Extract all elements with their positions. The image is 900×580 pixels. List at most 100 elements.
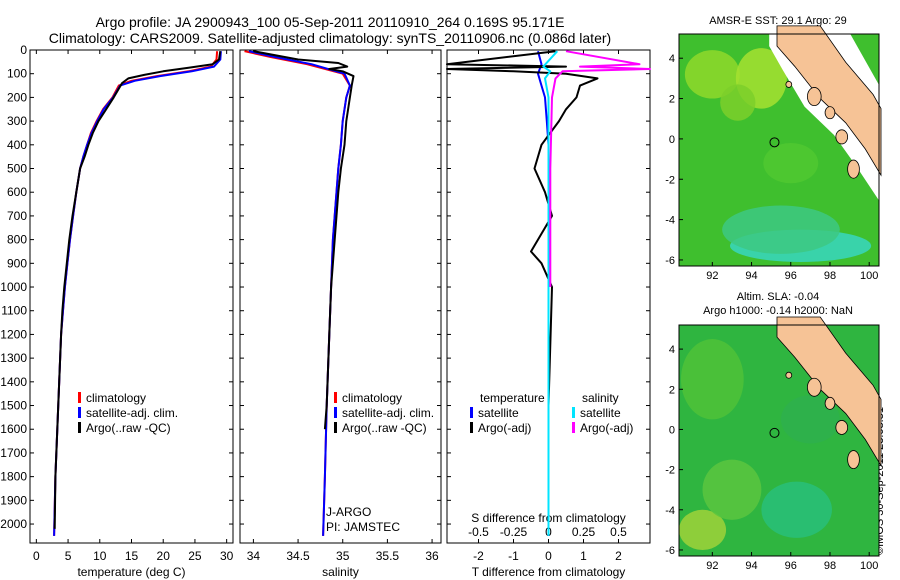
- legend-label: satellite: [580, 406, 621, 420]
- figure-title-line1: Argo profile: JA 2900943_100 05-Sep-2011…: [95, 14, 565, 30]
- legend-item-argo: Argo(..raw -QC): [78, 421, 178, 436]
- legend-item-satellite: satellite-adj. clim.: [78, 406, 178, 421]
- sla-field-patch: [761, 481, 832, 538]
- legend-label: satellite-adj. clim.: [342, 406, 435, 420]
- x-tick-label: -1: [508, 549, 519, 563]
- y-tick-label: 1200: [0, 327, 27, 341]
- y-tick-label: 200: [7, 90, 27, 104]
- legend-item-satellite: satellite: [572, 406, 633, 421]
- y-tick-label: 1400: [0, 375, 27, 389]
- y-tick-label: 1700: [0, 446, 27, 460]
- x-axis-label: temperature (deg C): [77, 565, 185, 579]
- y-tick-label: 800: [7, 233, 27, 247]
- island: [824, 106, 836, 120]
- legend-label: climatology: [342, 391, 403, 405]
- legend-item-satellite: satellite-adj. clim.: [334, 406, 434, 421]
- y-tick-label: 500: [7, 162, 27, 176]
- legend-swatch: [78, 392, 81, 403]
- y-tick-label: 900: [7, 256, 27, 270]
- map-x-tick-label: 96: [785, 270, 797, 282]
- sst-field-patch: [722, 205, 840, 254]
- legend-swatch: [78, 407, 81, 418]
- y-tick-label: 1600: [0, 422, 27, 436]
- argo-position-marker: [769, 427, 780, 438]
- legend-item-argo: Argo(-adj): [572, 421, 633, 436]
- sst-map-title: AMSR-E SST: 29.1 Argo: 29: [709, 15, 847, 27]
- legend-item-climatology: climatology: [334, 391, 434, 406]
- sla-map-title-line1: Altim. SLA: -0.04: [736, 291, 820, 303]
- legend-label: climatology: [86, 391, 147, 405]
- legend-swatch: [334, 422, 337, 433]
- series-line-climatology: [244, 50, 351, 536]
- x2-tick-label: -0.5: [468, 525, 489, 539]
- map-y-tick-label: -4: [665, 215, 675, 227]
- sla-field-patch: [679, 509, 727, 550]
- series-line-temperature-satellite: [537, 50, 550, 536]
- map-x-tick-label: 98: [824, 270, 836, 282]
- legend-label: Argo(..raw -QC): [86, 421, 171, 435]
- sla-field-patch: [702, 459, 762, 520]
- y-tick-label: 0: [20, 43, 27, 57]
- x-tick-label: 15: [125, 549, 139, 563]
- map-y-tick-label: 4: [669, 53, 675, 65]
- legend-item-climatology: climatology: [78, 391, 178, 406]
- sumatra-landmass: [776, 25, 882, 177]
- x-tick-label: 36: [425, 549, 439, 563]
- x-tick-label: 34: [247, 549, 261, 563]
- y-tick-label: 1000: [0, 280, 27, 294]
- salinity-legend: climatology satellite-adj. clim. Argo(..…: [334, 391, 434, 436]
- series-line-argo-raw-qc: [253, 50, 355, 430]
- map-y-tick-label: 2: [669, 94, 675, 106]
- x-tick-label: -2: [473, 549, 484, 563]
- series-line-argo-raw-qc: [53, 51, 222, 529]
- x2-tick-label: 0.25: [572, 525, 596, 539]
- series-line-satellite-adj-clim: [248, 50, 351, 536]
- x-tick-label: 34.5: [286, 549, 310, 563]
- y-tick-label: 100: [7, 67, 27, 81]
- map-x-tick-label: 94: [745, 560, 757, 572]
- y-tick-label: 1100: [1, 304, 27, 318]
- map-y-tick-label: 2: [669, 384, 675, 396]
- x2-tick-label: -0.25: [500, 525, 528, 539]
- map-x-tick-label: 92: [706, 270, 718, 282]
- annotation-jargo: J-ARGO: [326, 505, 371, 519]
- island: [807, 377, 822, 397]
- legend-swatch: [470, 422, 473, 433]
- legend-label: satellite: [478, 406, 519, 420]
- sla-field-patch: [680, 339, 744, 420]
- legend-item-argo: Argo(..raw -QC): [334, 421, 434, 436]
- plot-frame: [29, 49, 234, 544]
- sumatra-landmass: [776, 316, 882, 468]
- temperature-legend: climatology satellite-adj. clim. Argo(..…: [78, 391, 178, 436]
- x-tick-label: 35: [336, 549, 350, 563]
- island: [847, 450, 860, 470]
- map-frame: [678, 324, 880, 557]
- legend-swatch: [470, 407, 473, 418]
- map-y-tick-label: -2: [665, 174, 675, 186]
- x-tick-label: 25: [188, 549, 202, 563]
- sst-field-patch: [720, 84, 756, 121]
- map-y-tick-label: 0: [669, 424, 675, 436]
- y-tick-label: 600: [7, 185, 27, 199]
- map-x-tick-label: 92: [706, 560, 718, 572]
- difference-legend-temperature: temperature satellite Argo(-adj): [470, 391, 545, 436]
- map-x-tick-label: 98: [824, 560, 836, 572]
- x-tick-label: 0: [33, 549, 40, 563]
- legend-label: Argo(-adj): [580, 421, 634, 435]
- y-tick-label: 300: [7, 114, 27, 128]
- y-tick-label: 1500: [0, 399, 27, 413]
- x-tick-label: 5: [65, 549, 72, 563]
- legend-heading: salinity: [582, 391, 619, 405]
- map-x-tick-label: 96: [785, 560, 797, 572]
- series-line-temperature-argo-adj: [446, 50, 599, 406]
- x-tick-label: 2: [615, 549, 622, 563]
- x-tick-label: 30: [220, 549, 234, 563]
- annotation-pi: PI: JAMSTEC: [326, 520, 400, 534]
- series-line-salinity-argo-adj: [549, 50, 651, 287]
- map-y-tick-label: -6: [665, 255, 675, 267]
- island: [824, 396, 836, 410]
- series-line-satellite-adj-clim: [53, 51, 222, 536]
- legend-label: Argo(..raw -QC): [342, 421, 427, 435]
- island: [785, 371, 793, 379]
